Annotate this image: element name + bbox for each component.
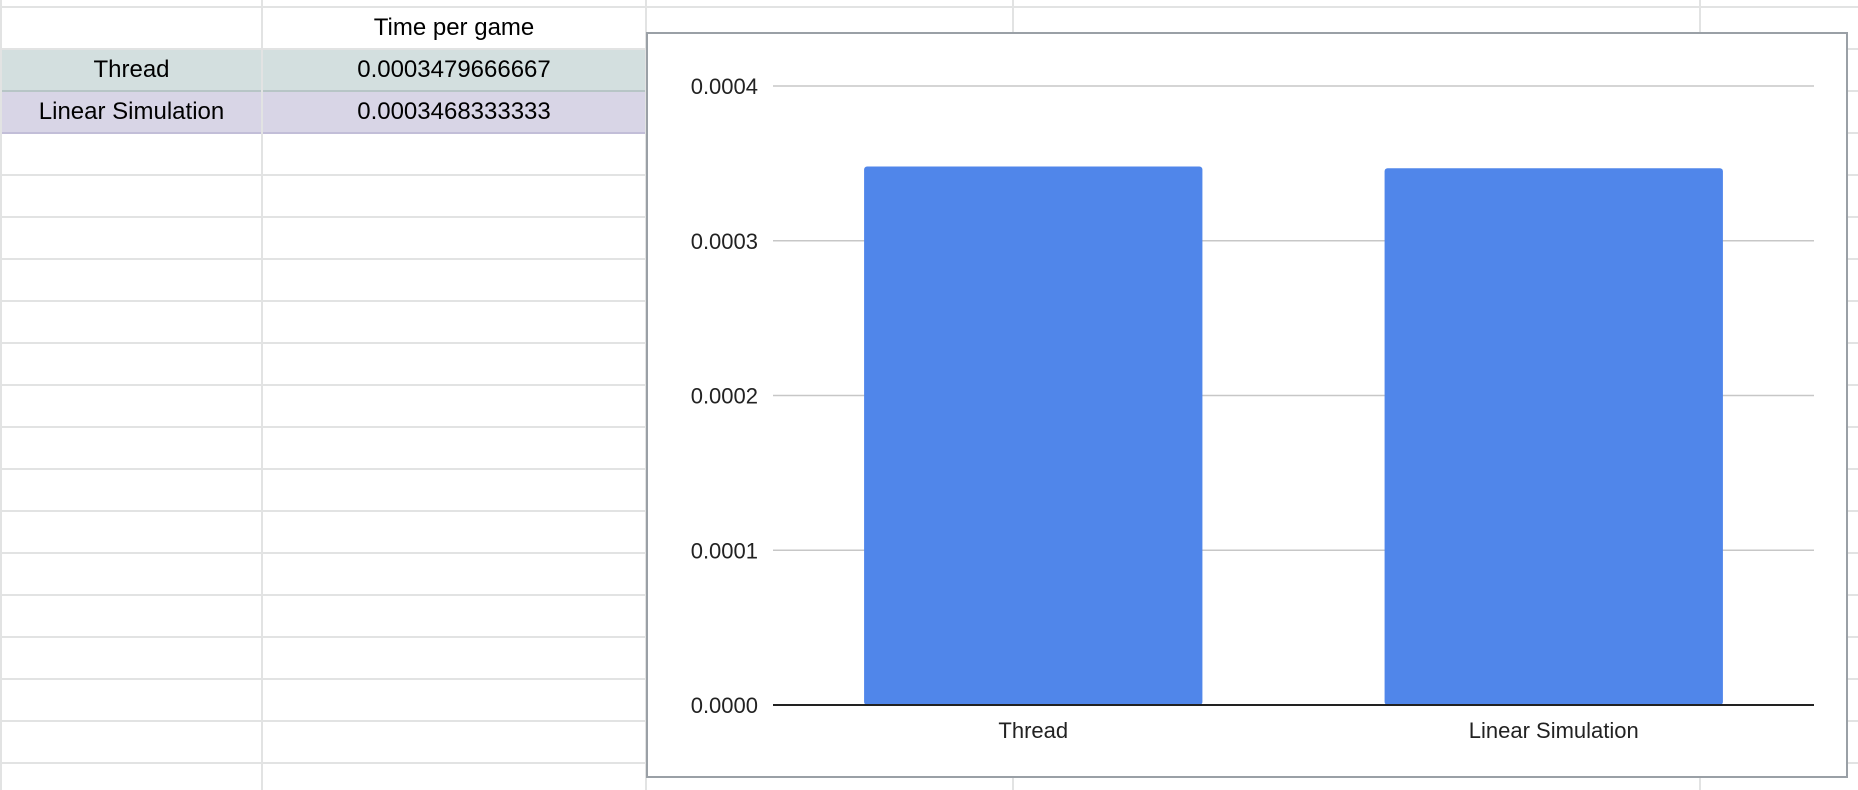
y-tick-label: 0.0000 [691,693,758,718]
cell-value-thread[interactable]: 0.0003479666667 [263,50,645,92]
bar-thread [864,166,1203,705]
column-divider [261,0,263,790]
cell-row-label-thread[interactable]: Thread [2,50,261,92]
y-tick-label: 0.0001 [691,538,758,563]
chart-svg: 0.0000 0.0001 0.0002 0.0003 0.0004 Thread Line… [691,74,1814,743]
embedded-bar-chart[interactable]: 0.0000 0.0001 0.0002 0.0003 0.0004 Thread Line… [646,32,1848,778]
column-divider [0,0,2,790]
x-tick-label: Thread [998,718,1068,743]
y-tick-label: 0.0002 [691,384,758,409]
x-tick-label: Linear Simulation [1469,718,1639,743]
cell-row-label-linear-simulation[interactable]: Linear Simulation [2,92,261,134]
header-cell-empty[interactable] [2,8,261,48]
bar-linear-simulation [1384,168,1723,706]
y-tick-label: 0.0003 [691,229,758,254]
cell-value-linear-simulation[interactable]: 0.0003468333333 [263,92,645,134]
y-tick-label: 0.0004 [691,74,758,99]
row-divider [0,6,1858,8]
header-cell-time-per-game[interactable]: Time per game [373,14,535,41]
